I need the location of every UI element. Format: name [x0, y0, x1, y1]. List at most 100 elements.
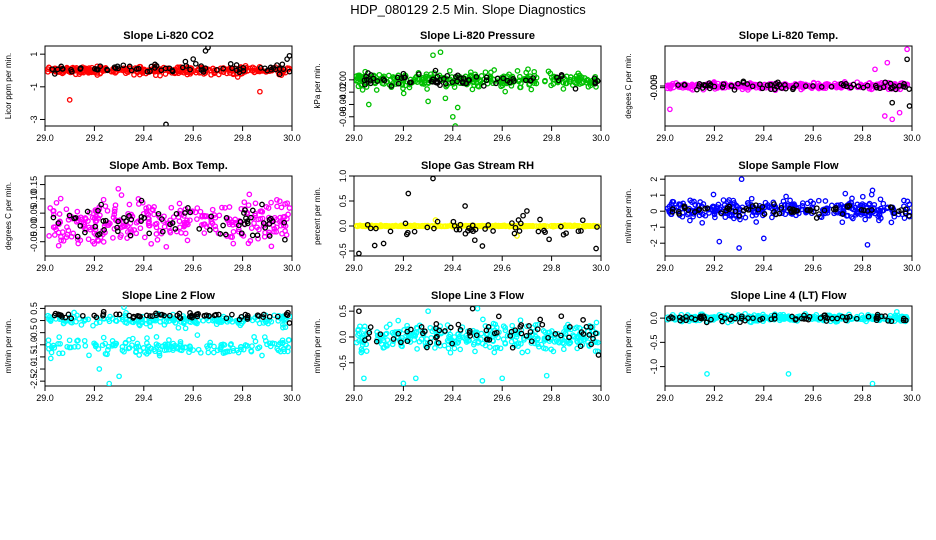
- x-tick-label: 29.0: [656, 263, 674, 273]
- data-point: [482, 342, 489, 349]
- data-point: [711, 211, 718, 218]
- data-point: [244, 314, 251, 321]
- data-point: [386, 321, 393, 328]
- data-point: [473, 73, 480, 80]
- data-point: [254, 232, 261, 239]
- data-point: [888, 318, 895, 325]
- data-point: [105, 316, 112, 323]
- data-point: [267, 64, 274, 71]
- data-point: [470, 79, 477, 86]
- data-point: [719, 84, 726, 90]
- data-point: [56, 350, 62, 357]
- data-point: [398, 223, 404, 229]
- data-point: [667, 106, 673, 113]
- data-point: [377, 331, 384, 338]
- data-point: [176, 200, 183, 207]
- data-point: [479, 243, 486, 249]
- data-point: [361, 327, 367, 333]
- data-point: [240, 346, 247, 353]
- data-point: [280, 214, 287, 220]
- data-point: [889, 116, 896, 123]
- data-point: [869, 380, 876, 386]
- data-point: [274, 203, 280, 210]
- y-axis-label: percent per min.: [313, 187, 322, 245]
- data-point: [565, 337, 572, 344]
- x-tick-label: 30.0: [903, 263, 921, 273]
- chart-panel: Slope Gas Stream RH 29.0 29.2 29.4 29.6 29.8 3…: [313, 160, 610, 273]
- data-point: [371, 242, 378, 249]
- data-point: [404, 229, 411, 236]
- data-point: [449, 113, 456, 120]
- data-point: [144, 335, 150, 341]
- data-point: [469, 222, 476, 229]
- data-point: [215, 318, 221, 325]
- data-point: [63, 206, 70, 213]
- data-point: [900, 317, 907, 324]
- data-point: [839, 219, 846, 226]
- panel-title: Slope Li-820 CO2: [123, 30, 213, 42]
- x-tick-label: 29.8: [854, 263, 872, 273]
- data-point: [815, 80, 822, 87]
- x-tick-label: 29.2: [86, 133, 104, 143]
- data-point: [528, 77, 534, 84]
- data-point: [211, 67, 218, 74]
- data-point: [135, 201, 142, 207]
- x-tick-label: 30.0: [283, 133, 301, 143]
- data-point: [237, 218, 244, 225]
- data-point: [188, 312, 195, 319]
- data-point: [210, 349, 217, 356]
- data-point: [855, 83, 862, 90]
- data-point: [722, 315, 728, 322]
- data-point: [683, 317, 689, 324]
- chart-panel: Slope Sample Flow 29.0 29.2 29.4 29.6 29.8 30.…: [624, 160, 921, 273]
- data-point: [163, 121, 169, 126]
- data-point: [502, 88, 509, 95]
- data-point: [485, 222, 492, 228]
- data-point: [793, 82, 800, 88]
- data-point: [683, 313, 689, 320]
- data-point: [248, 225, 255, 231]
- data-point: [127, 232, 134, 239]
- data-point: [466, 330, 473, 336]
- data-point: [877, 196, 884, 203]
- data-point: [264, 67, 271, 74]
- data-point: [150, 207, 156, 213]
- y-tick-label: -0.5: [649, 335, 659, 351]
- data-point: [463, 80, 469, 87]
- x-tick-label: 29.2: [395, 263, 413, 273]
- chart-panel: Slope Li-820 CO2 29.0 29.2 29.4 29.6 29.8 30.0…: [4, 30, 301, 143]
- y-tick-label: -0.04: [338, 94, 348, 115]
- data-point: [739, 86, 746, 93]
- data-point: [151, 204, 157, 210]
- data-point: [534, 326, 541, 333]
- data-point: [767, 82, 774, 88]
- data-point: [216, 212, 223, 219]
- data-point: [238, 313, 245, 320]
- data-point: [361, 323, 368, 330]
- data-point: [395, 330, 402, 337]
- data-point: [458, 75, 464, 82]
- data-point: [444, 72, 451, 79]
- data-point: [105, 343, 112, 350]
- data-point: [491, 349, 498, 356]
- data-point: [128, 67, 135, 74]
- plot-frame: [44, 305, 293, 387]
- data-point: [211, 343, 217, 350]
- data-point: [666, 82, 673, 89]
- data-point: [77, 65, 84, 71]
- data-point: [768, 316, 775, 323]
- data-point: [583, 79, 589, 86]
- data-point: [432, 345, 438, 351]
- data-point: [166, 312, 173, 319]
- data-point: [68, 66, 74, 73]
- data-point: [244, 220, 251, 227]
- y-tick-label: 0.00: [338, 71, 348, 89]
- data-point: [517, 84, 523, 91]
- data-point: [718, 210, 724, 216]
- panel-title: Slope Line 3 Flow: [431, 290, 524, 302]
- data-point: [776, 317, 783, 324]
- data-point: [411, 329, 418, 336]
- data-point: [428, 71, 434, 78]
- data-point: [515, 340, 522, 347]
- data-point: [435, 339, 442, 346]
